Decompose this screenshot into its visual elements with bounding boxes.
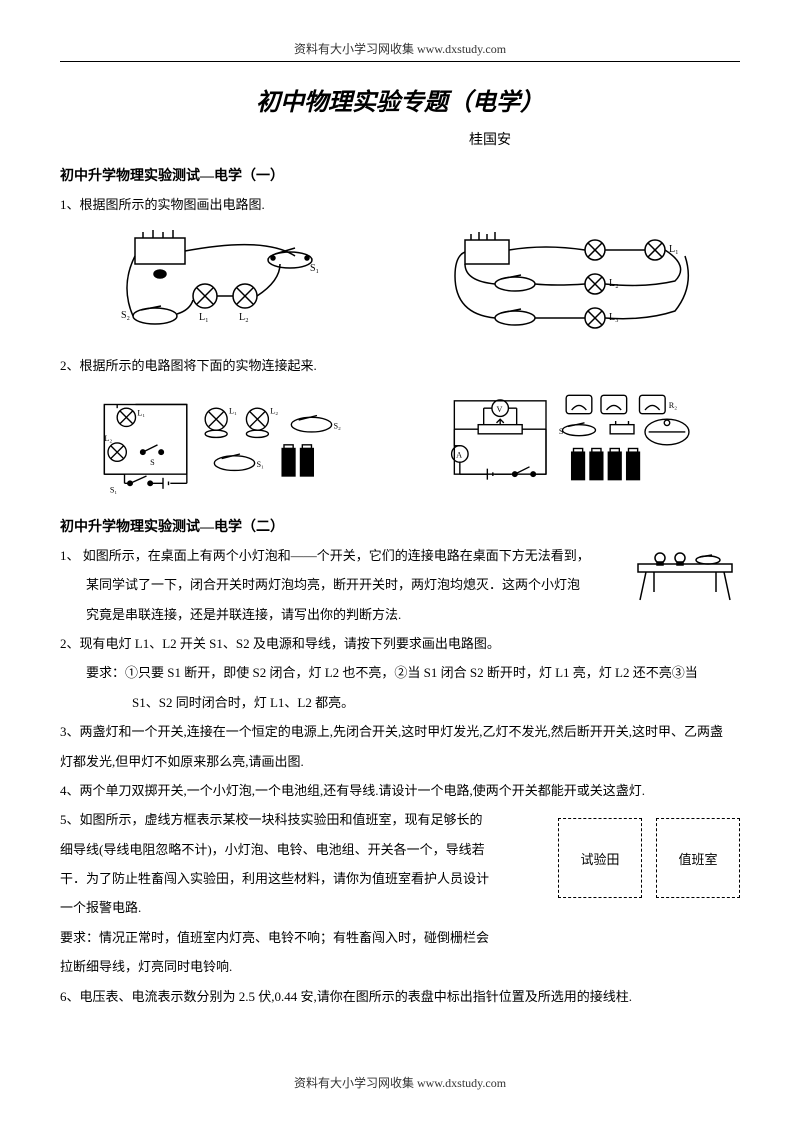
- svg-text:S: S: [559, 427, 564, 436]
- svg-text:L₁: L₁: [199, 312, 209, 323]
- s2-q4: 4、两个单刀双掷开关,一个小灯泡,一个电池组,还有导线.请设计一个电路,使两个开…: [60, 779, 740, 802]
- svg-text:L₁: L₁: [229, 406, 237, 415]
- table-bulb-diagram: [630, 544, 740, 604]
- header-divider: [60, 61, 740, 62]
- s2-q5-l4: 一个报警电路.: [60, 896, 544, 919]
- svg-text:R₂: R₂: [668, 401, 676, 410]
- s1-q2: 2、根据所示的电路图将下面的实物连接起来.: [60, 354, 740, 377]
- s2-q5-l3: 干．为了防止牲畜闯入实验田，利用这些材料，请你为值班室看护人员设计: [60, 867, 544, 890]
- s1-q2-diagrams: L₁ L₂ S S₁ L₁ L₂ S₂: [60, 388, 740, 498]
- svg-text:L₂: L₂: [270, 406, 278, 415]
- author: 桂国安: [60, 129, 740, 149]
- svg-text:L₁: L₁: [137, 408, 145, 417]
- s2-q3-l1: 3、两盏灯和一个开关,连接在一个恒定的电源上,先闭合开关,这时甲灯发光,乙灯不发…: [60, 720, 740, 743]
- section1-title: 初中升学物理实验测试—电学（一）: [60, 165, 740, 185]
- q5-boxes: 试验田 值班室: [558, 808, 740, 898]
- svg-text:S₂: S₂: [121, 310, 130, 321]
- s2-q5-l5: 要求：情况正常时，值班室内灯亮、电铃不响；有牲畜闯入时，碰倒栅栏会: [60, 926, 544, 949]
- box-field: 试验田: [558, 818, 642, 898]
- s2-q2-l1: 2、现有电灯 L1、L2 开关 S1、S2 及电源和导线，请按下列要求画出电路图…: [60, 632, 740, 655]
- svg-text:L₂: L₂: [104, 434, 112, 443]
- s2-q1-l2: 某同学试了一下，闭合开关时两灯泡均亮，断开开关时，两灯泡均熄灭．这两个小灯泡: [60, 573, 620, 596]
- box-duty: 值班室: [656, 818, 740, 898]
- footer-text: 资料有大小学习网收集 www.dxstudy.com: [0, 1074, 800, 1091]
- diagram-circuit-1: S₁ L₁ L₂ S₂: [60, 226, 390, 336]
- svg-text:S₁: S₁: [110, 485, 118, 494]
- s1-q1: 1、根据图所示的实物图画出电路图.: [60, 193, 740, 216]
- s2-q3-l2: 灯都发光,但甲灯不如原来那么亮,请画出图.: [60, 750, 740, 773]
- circuit-svg-2: L₁ L₂ L₃: [445, 226, 705, 336]
- circuit-svg-1: S₁ L₁ L₂ S₂: [115, 226, 335, 336]
- svg-text:V: V: [496, 405, 502, 414]
- svg-text:S₁: S₁: [256, 460, 264, 469]
- s2-q5-l6: 拉断细导线，灯亮同时电铃响.: [60, 955, 544, 978]
- svg-text:S: S: [150, 458, 155, 467]
- svg-text:S₁: S₁: [310, 263, 319, 274]
- section2-title: 初中升学物理实验测试—电学（二）: [60, 516, 740, 536]
- svg-text:L₃: L₃: [609, 312, 619, 323]
- svg-text:L₂: L₂: [239, 312, 249, 323]
- svg-text:S₂: S₂: [333, 421, 341, 430]
- page-title: 初中物理实验专题（电学）: [60, 82, 740, 117]
- circuit-svg-3: L₁ L₂ S S₁ L₁ L₂ S₂: [97, 388, 354, 498]
- s2-q5-l2: 细导线(导线电阻忽略不计)，小灯泡、电铃、电池组、开关各一个，导线若: [60, 838, 544, 861]
- svg-text:L₂: L₂: [609, 278, 619, 289]
- s2-q2-l2: 要求：①只要 S1 断开，即使 S2 闭合，灯 L2 也不亮，②当 S1 闭合 …: [60, 661, 740, 684]
- s1-q1-diagrams: S₁ L₁ L₂ S₂: [60, 226, 740, 336]
- diagram-circuit-2: L₁ L₂ L₃: [410, 226, 740, 336]
- s2-q2-l3: S1、S2 同时闭合时，灯 L1、L2 都亮。: [60, 691, 740, 714]
- s2-q6: 6、电压表、电流表示数分别为 2.5 伏,0.44 安,请你在图所示的表盘中标出…: [60, 985, 740, 1008]
- table-svg: [630, 544, 740, 604]
- s2-q5-l1: 5、如图所示，虚线方框表示某校一块科技实验田和值班室，现有足够长的: [60, 808, 544, 831]
- s2-q1-l3: 究竟是串联连接，还是并联连接，请写出你的判断方法.: [60, 603, 620, 626]
- circuit-svg-4: V A R₂ S: [447, 388, 704, 498]
- diagram-circuit-3: L₁ L₂ S S₁ L₁ L₂ S₂: [60, 388, 390, 498]
- s2-q1-l1: 1、 如图所示，在桌面上有两个小灯泡和——个开关，它们的连接电路在桌面下方无法看…: [60, 544, 620, 567]
- diagram-circuit-4: V A R₂ S: [410, 388, 740, 498]
- header-text: 资料有大小学习网收集 www.dxstudy.com: [60, 40, 740, 57]
- svg-text:A: A: [456, 450, 462, 459]
